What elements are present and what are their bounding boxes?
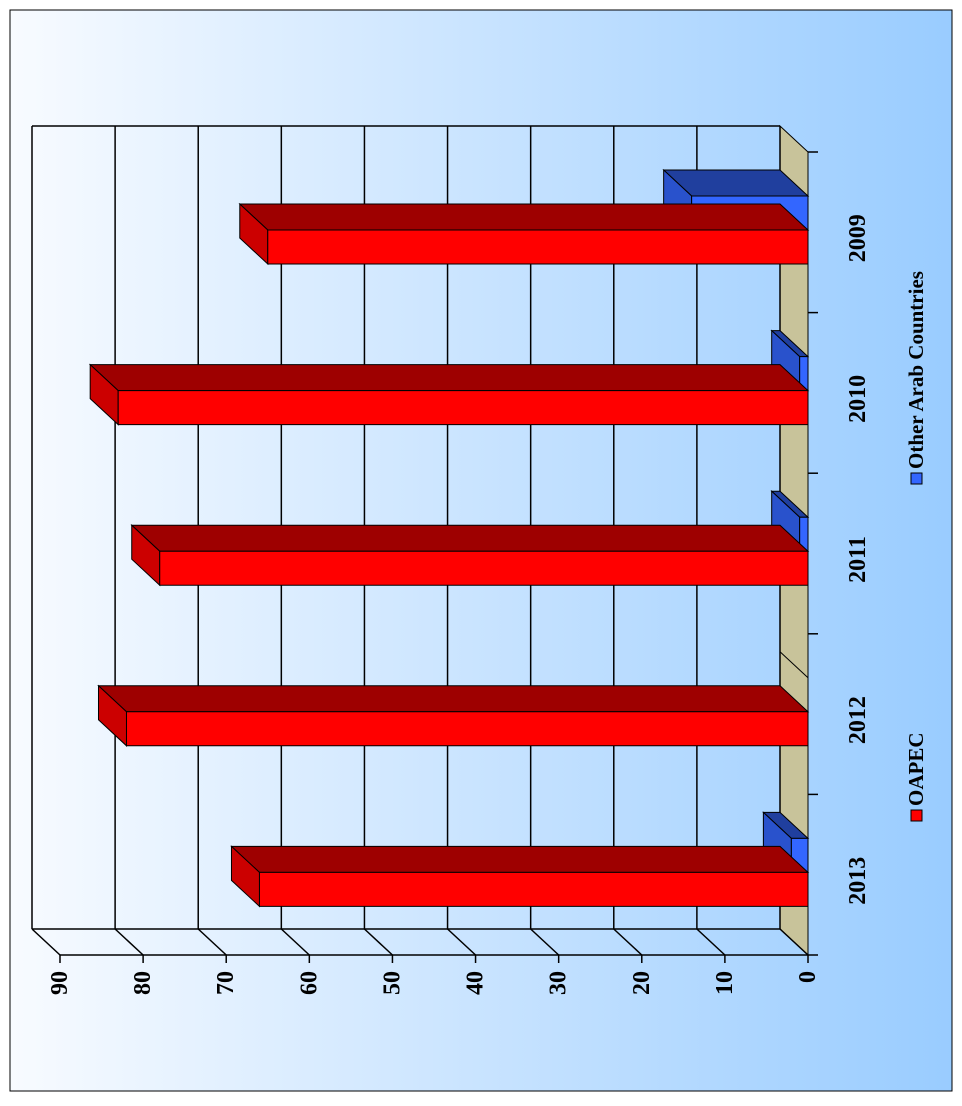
gridline-depth-90 <box>31 928 61 956</box>
legend-oapec-swatch <box>910 809 923 822</box>
category-label-2013: 2013 <box>845 857 871 905</box>
value-tick-label-10: 10 <box>712 971 738 995</box>
categories-layer: 2009 2010 2011 2012 2013 <box>845 214 871 904</box>
bar-other-arab-2012-top <box>779 651 809 679</box>
bar-oapec-2013 <box>258 871 809 907</box>
value-tick-label-90: 90 <box>47 971 73 995</box>
category-label-2011: 2011 <box>845 536 871 583</box>
gridline-depth-40 <box>447 928 477 956</box>
value-tick-label-60: 60 <box>296 971 322 995</box>
category-label-2009: 2009 <box>845 214 871 262</box>
bar-oapec-2011 <box>159 550 809 586</box>
gridline-depth-20 <box>613 928 643 956</box>
bar-oapec-2012 <box>125 711 809 747</box>
category-label-2010: 2010 <box>845 375 871 423</box>
value-tick-label-70: 70 <box>213 971 239 995</box>
legend-other-arab-swatch <box>910 472 923 485</box>
bar-oapec-2013-top <box>230 845 810 873</box>
gridline-depth-50 <box>363 928 393 956</box>
ticks-layer: 0 10 20 30 40 50 60 70 80 90 <box>47 971 821 995</box>
bar-oapec-2010 <box>117 390 809 426</box>
gridline-depth-80 <box>114 928 144 956</box>
bar-oapec-2010-top <box>88 364 810 392</box>
bar-oapec-2011-top <box>130 524 810 552</box>
bar-oapec-2012-top <box>97 685 810 713</box>
gridline-depth-30 <box>530 928 560 956</box>
gridline-depth-0 <box>779 928 809 956</box>
category-label-2012: 2012 <box>845 696 871 744</box>
value-tick-label-20: 20 <box>629 971 655 995</box>
bar-oapec-2009 <box>267 229 809 265</box>
value-tick-label-80: 80 <box>130 971 156 995</box>
bar-oapec-2009-top <box>238 203 810 231</box>
gridline-depth-60 <box>280 928 310 956</box>
bars-layer <box>88 168 810 908</box>
value-tick-label-40: 40 <box>463 971 489 995</box>
gridline-depth-10 <box>696 928 726 956</box>
legend-oapec-label: OAPEC <box>904 733 928 807</box>
value-tick-label-30: 30 <box>546 971 572 995</box>
legend-other-arab-label: Other Arab Countries <box>904 271 928 469</box>
legend: OAPEC Other Arab Countries <box>904 271 928 822</box>
gridline-depth-70 <box>197 928 227 956</box>
value-tick-label-50: 50 <box>379 971 405 995</box>
value-tick-label-0: 0 <box>795 971 821 983</box>
